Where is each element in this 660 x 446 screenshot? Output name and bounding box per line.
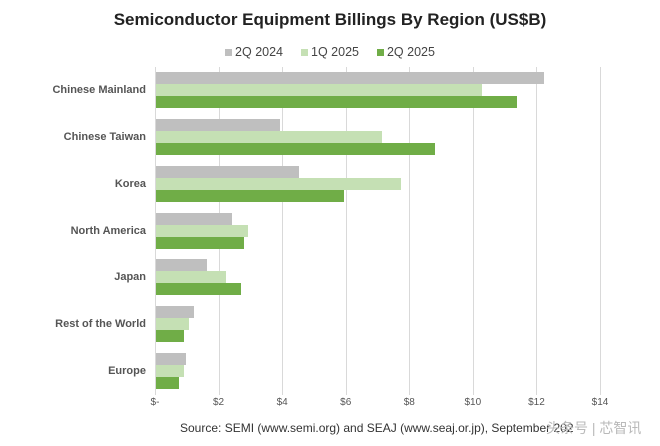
legend-swatch-icon: [301, 48, 309, 56]
source-note: Source: SEMI (www.semi.org) and SEAJ (ww…: [180, 421, 574, 435]
bar: [156, 377, 179, 390]
gridline: [472, 67, 474, 395]
legend-item: 1Q 2025: [301, 45, 359, 59]
bar: [156, 212, 233, 225]
gridline: [536, 67, 538, 395]
gridline: [409, 67, 411, 395]
bar: [156, 306, 195, 319]
bar: [156, 177, 401, 190]
bar: [156, 353, 187, 366]
x-tick-label: $10: [464, 397, 482, 408]
x-tick-label: $12: [528, 397, 545, 408]
legend-label: 2Q 2024: [235, 45, 284, 59]
legend-label: 2Q 2025: [386, 45, 435, 59]
x-tick-label: $6: [340, 397, 352, 408]
bar: [156, 365, 184, 378]
bar: [156, 224, 249, 237]
x-tick-label: $-: [150, 397, 160, 408]
legend: 2Q 2024 1Q 2025 2Q 2025: [0, 45, 660, 59]
legend-item: 2Q 2024: [225, 45, 283, 59]
x-tick-label: $4: [276, 397, 288, 408]
bar: [156, 165, 300, 178]
category-label: Chinese Taiwan: [63, 130, 146, 143]
y-axis-line: [155, 67, 156, 395]
bar: [156, 271, 226, 284]
bar: [156, 189, 344, 202]
bar: [156, 142, 435, 155]
gridline: [282, 67, 284, 395]
bar: [156, 283, 242, 296]
category-label: Japan: [114, 271, 146, 284]
plot-area: [155, 67, 601, 395]
bar: [156, 118, 280, 131]
x-tick-label: $2: [213, 397, 225, 408]
gridline: [600, 67, 601, 395]
gridline: [345, 67, 347, 395]
category-label: North America: [70, 224, 146, 237]
legend-swatch-icon: [376, 48, 384, 56]
bar: [156, 130, 382, 143]
category-label: Chinese Mainland: [52, 84, 146, 96]
chart-title: Semiconductor Equipment Billings By Regi…: [113, 10, 547, 29]
bar: [156, 330, 184, 343]
bar: [156, 72, 544, 84]
watermark: 头条号 | 芯智讯: [546, 420, 642, 436]
x-tick-label: $8: [403, 397, 415, 408]
bar: [156, 318, 190, 331]
category-label: Rest of the World: [55, 318, 146, 331]
legend-swatch-icon: [225, 48, 233, 56]
category-label: Korea: [114, 177, 146, 190]
legend-item: 2Q 2025: [376, 45, 435, 59]
bar: [156, 236, 244, 249]
bar: [156, 96, 518, 108]
legend-label: 1Q 2025: [311, 45, 359, 59]
x-tick-label: $14: [591, 397, 609, 408]
bar: [156, 84, 482, 96]
bar: [156, 259, 207, 272]
category-label: Europe: [108, 365, 146, 378]
